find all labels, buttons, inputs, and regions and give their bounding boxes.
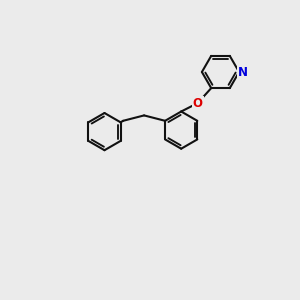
Text: N: N [238,65,248,79]
Text: O: O [193,97,203,110]
